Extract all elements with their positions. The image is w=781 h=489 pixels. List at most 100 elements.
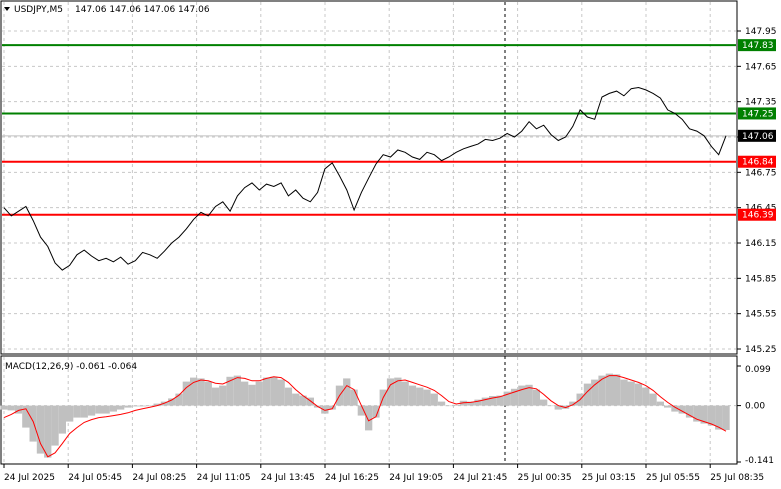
- macd-bar: [510, 388, 519, 406]
- level-labels: 147.83 147.25 146.84 146.39 147.06: [738, 39, 776, 221]
- macd-bar: [117, 405, 125, 410]
- level-resistance-2-label-box: [738, 107, 776, 120]
- macd-bar: [73, 405, 81, 418]
- price-tick-label: 145.85: [745, 274, 777, 284]
- macd-bar: [182, 381, 190, 406]
- macd-bar: [66, 405, 74, 422]
- macd-bar: [299, 395, 307, 406]
- time-tick-label: 24 Jul 05:45: [68, 473, 122, 483]
- macd-label: MACD(12,26,9) -0.061 -0.064: [5, 362, 137, 372]
- level-support-1-label-box: [738, 155, 776, 168]
- macd-bar: [95, 405, 103, 414]
- macd-bar: [525, 384, 533, 406]
- macd-bar: [627, 381, 635, 406]
- macd-bar: [153, 403, 161, 406]
- macd-bar: [138, 405, 147, 407]
- macd-bar: [416, 387, 424, 406]
- ohlc-label: 147.06 147.06 147.06 147.06: [75, 5, 210, 15]
- macd-bar: [36, 405, 45, 454]
- macd-histogram: [0, 373, 730, 458]
- macd-bar: [270, 376, 278, 406]
- macd-bar: [437, 401, 446, 406]
- macd-bar: [146, 405, 154, 407]
- macd-signal-line: [3, 375, 727, 458]
- macd-bar: [386, 378, 395, 406]
- macd-bar: [372, 405, 380, 418]
- macd-bar: [620, 379, 628, 406]
- macd-bar: [131, 405, 139, 407]
- macd-bar: [14, 405, 23, 414]
- macd-bar: [496, 395, 504, 406]
- macd-bar: [678, 405, 686, 414]
- macd-bar: [124, 405, 132, 408]
- time-axis: 24 Jul 2025 24 Jul 05:45 24 Jul 08:25 24 Ju…: [3, 464, 764, 483]
- current-price-label: 147.06: [742, 132, 774, 142]
- macd-bar: [481, 397, 489, 406]
- macd-bar: [707, 405, 716, 426]
- macd-bar: [226, 376, 234, 406]
- macd-bar: [248, 384, 256, 406]
- price-tick-label: 145.25: [745, 345, 777, 355]
- macd-bar: [613, 374, 621, 406]
- macd-bar: [605, 373, 613, 406]
- price-panel-frame: [0, 0, 738, 355]
- macd-bar: [700, 405, 708, 424]
- macd-bar: [503, 391, 511, 406]
- macd-bar: [715, 405, 723, 430]
- time-tick-label: 24 Jul 21:45: [453, 473, 507, 483]
- level-resistance-1-label-box: [738, 39, 776, 52]
- price-tick-label: 147.35: [745, 98, 777, 108]
- macd-bar: [518, 385, 526, 406]
- price-line: [3, 86, 727, 271]
- macd-bar: [540, 399, 548, 406]
- macd-bar: [685, 405, 694, 418]
- macd-bar: [262, 377, 271, 406]
- time-tick-label: 25 Jul 03:15: [582, 473, 636, 483]
- macd-bar: [292, 393, 300, 406]
- macd-bar: [408, 385, 417, 406]
- macd-bar: [664, 405, 672, 408]
- macd-bar: [452, 404, 460, 406]
- macd-bar: [306, 397, 314, 406]
- macd-tick-label: 0.00: [745, 402, 765, 412]
- time-tick-label: 25 Jul 08:35: [710, 473, 764, 483]
- macd-bar: [722, 405, 730, 430]
- macd-bar: [598, 375, 606, 406]
- time-tick-label: 24 Jul 11:05: [197, 473, 251, 483]
- current-price-label-box: [738, 129, 776, 142]
- macd-bar: [357, 405, 365, 416]
- macd-bar: [102, 405, 110, 414]
- macd-bar: [642, 387, 650, 406]
- macd-bar: [190, 377, 198, 406]
- time-tick-label: 24 Jul 16:25: [325, 473, 379, 483]
- time-tick-label: 24 Jul 13:45: [261, 473, 315, 483]
- macd-bar: [489, 396, 497, 406]
- triangle-down-icon[interactable]: [4, 7, 10, 11]
- time-tick-label: 25 Jul 00:35: [518, 473, 572, 483]
- macd-bar: [401, 381, 409, 406]
- macd-bar: [532, 389, 540, 406]
- macd-bar: [7, 405, 15, 411]
- macd-bar: [175, 393, 183, 406]
- macd-bar: [693, 405, 701, 422]
- macd-bar: [168, 398, 176, 406]
- macd-bar: [569, 401, 577, 406]
- macd-bar: [87, 405, 96, 416]
- macd-bar: [0, 405, 8, 410]
- macd-bar: [219, 385, 227, 406]
- macd-tick-label: 0.099: [745, 365, 771, 375]
- time-tick-label: 25 Jul 05:55: [646, 473, 700, 483]
- macd-bar: [29, 405, 37, 442]
- support-resistance-levels: [2, 44, 736, 216]
- price-tick-label: 145.55: [745, 310, 777, 320]
- macd-bar: [197, 378, 205, 406]
- price-grid: [2, 2, 736, 353]
- macd-bar: [547, 405, 555, 407]
- macd-bar: [204, 381, 212, 406]
- time-tick-label: 24 Jul 19:05: [389, 473, 443, 483]
- macd-bar: [58, 405, 66, 434]
- macd-bar: [284, 387, 293, 406]
- macd-bar: [321, 405, 329, 414]
- macd-bar: [423, 389, 431, 406]
